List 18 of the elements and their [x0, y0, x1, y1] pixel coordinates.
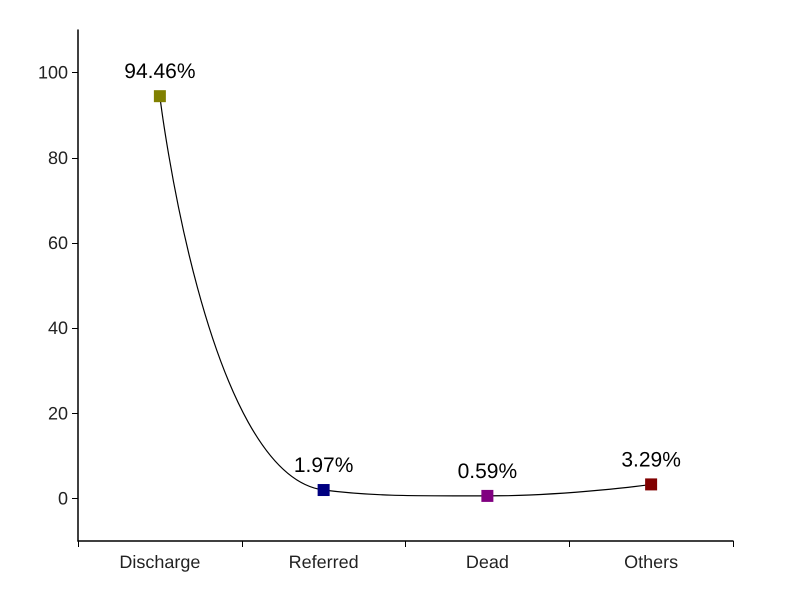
x-tick-label: Dead [466, 552, 509, 572]
data-label: 3.29% [621, 448, 681, 472]
data-label: 1.97% [294, 454, 354, 478]
point [154, 90, 166, 102]
data-label: 0.59% [458, 460, 518, 483]
y-tick-label: 40 [48, 318, 68, 338]
y-tick-label: 0 [58, 488, 68, 508]
y-tick-label: 60 [48, 232, 68, 253]
y-tick-label: 20 [48, 403, 68, 424]
x-tick-label: Discharge [119, 552, 200, 572]
y-tick-label: 100 [38, 62, 68, 83]
point [318, 484, 330, 496]
x-tick-label: Referred [288, 552, 359, 572]
y-tick-label: 80 [48, 148, 68, 168]
data-label: 94.46% [124, 60, 196, 84]
x-tick-label: Others [624, 552, 678, 572]
point [481, 490, 494, 502]
point [645, 478, 658, 490]
